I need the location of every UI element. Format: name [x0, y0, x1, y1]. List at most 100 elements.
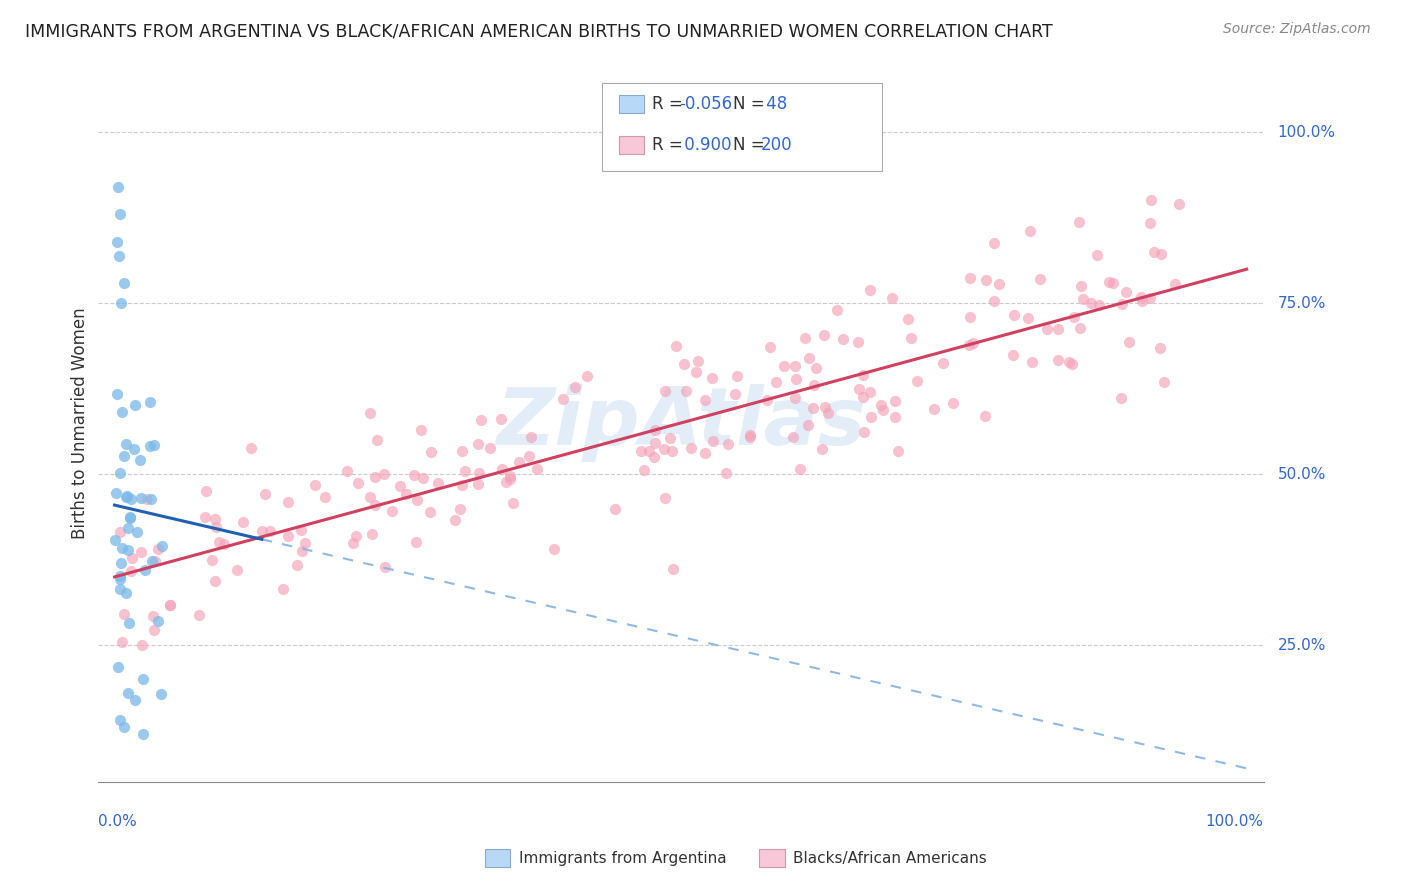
Point	[714, 467, 737, 481]
Point	[783, 359, 806, 373]
Point	[661, 444, 683, 458]
Point	[983, 236, 1005, 251]
Point	[702, 434, 724, 448]
Point	[132, 727, 155, 741]
Point	[782, 430, 804, 444]
Text: ZipAtlas: ZipAtlas	[496, 384, 866, 462]
Point	[942, 396, 965, 410]
Point	[110, 556, 132, 570]
Point	[404, 467, 426, 482]
Point	[420, 445, 443, 459]
Point	[526, 462, 548, 476]
Point	[294, 536, 316, 550]
Point	[201, 553, 224, 567]
Point	[1071, 293, 1094, 307]
Point	[858, 384, 880, 399]
Point	[259, 524, 281, 539]
Point	[654, 384, 676, 398]
Point	[1139, 216, 1161, 230]
Point	[122, 442, 145, 457]
Point	[142, 438, 165, 452]
Point	[1029, 272, 1052, 286]
Point	[773, 359, 796, 373]
Point	[869, 398, 891, 412]
Text: N =: N =	[733, 95, 769, 113]
Point	[658, 431, 681, 445]
Point	[1102, 277, 1125, 291]
Point	[1087, 298, 1109, 312]
Point	[128, 453, 150, 467]
Point	[108, 569, 131, 583]
Point	[880, 291, 903, 305]
Point	[110, 466, 132, 480]
Point	[1098, 275, 1121, 289]
Point	[120, 491, 142, 506]
Point	[489, 412, 512, 426]
Point	[129, 491, 152, 505]
Point	[468, 467, 491, 481]
Point	[814, 400, 837, 414]
Point	[1002, 309, 1025, 323]
Point	[105, 486, 128, 500]
Point	[110, 207, 132, 221]
Point	[276, 529, 298, 543]
Point	[225, 563, 247, 577]
Point	[794, 331, 817, 345]
Point	[1001, 348, 1024, 362]
Point	[519, 430, 541, 444]
Point	[108, 582, 131, 597]
Text: IMMIGRANTS FROM ARGENTINA VS BLACK/AFRICAN AMERICAN BIRTHS TO UNMARRIED WOMEN CO: IMMIGRANTS FROM ARGENTINA VS BLACK/AFRIC…	[25, 22, 1053, 40]
Point	[271, 582, 294, 596]
Point	[159, 598, 181, 612]
Point	[959, 310, 981, 324]
Point	[765, 375, 787, 389]
Point	[685, 365, 707, 379]
Point	[112, 276, 135, 290]
Point	[336, 464, 359, 478]
Text: R =: R =	[652, 95, 689, 113]
Point	[114, 607, 136, 621]
Point	[884, 410, 907, 425]
Point	[638, 444, 661, 458]
Point	[361, 526, 384, 541]
Point	[797, 418, 820, 433]
Point	[291, 544, 314, 558]
Point	[884, 394, 907, 409]
Point	[679, 441, 702, 455]
Point	[1163, 277, 1185, 291]
Point	[1130, 293, 1153, 308]
Point	[827, 302, 849, 317]
Point	[1017, 311, 1039, 326]
Point	[449, 502, 471, 516]
Point	[1069, 214, 1091, 228]
Point	[240, 441, 263, 455]
Point	[801, 401, 824, 415]
Point	[108, 248, 131, 262]
Point	[470, 413, 492, 427]
Point	[290, 523, 312, 537]
Text: 200: 200	[761, 136, 792, 154]
Point	[491, 461, 513, 475]
Point	[111, 541, 134, 555]
Text: 75.0%: 75.0%	[1278, 296, 1326, 311]
Point	[141, 554, 163, 568]
Point	[900, 331, 922, 345]
Point	[1111, 297, 1133, 311]
Point	[304, 477, 326, 491]
Point	[675, 384, 697, 398]
Point	[1057, 355, 1080, 369]
Point	[1143, 244, 1166, 259]
Point	[409, 423, 432, 437]
Point	[813, 328, 835, 343]
Point	[134, 563, 156, 577]
Point	[502, 496, 524, 510]
Point	[1140, 193, 1163, 207]
Point	[654, 491, 676, 506]
Point	[817, 406, 839, 420]
Text: 100.0%: 100.0%	[1278, 125, 1336, 140]
Point	[1070, 279, 1092, 293]
Point	[150, 539, 173, 553]
Point	[1060, 357, 1083, 371]
Point	[1115, 285, 1137, 299]
Point	[467, 437, 489, 451]
